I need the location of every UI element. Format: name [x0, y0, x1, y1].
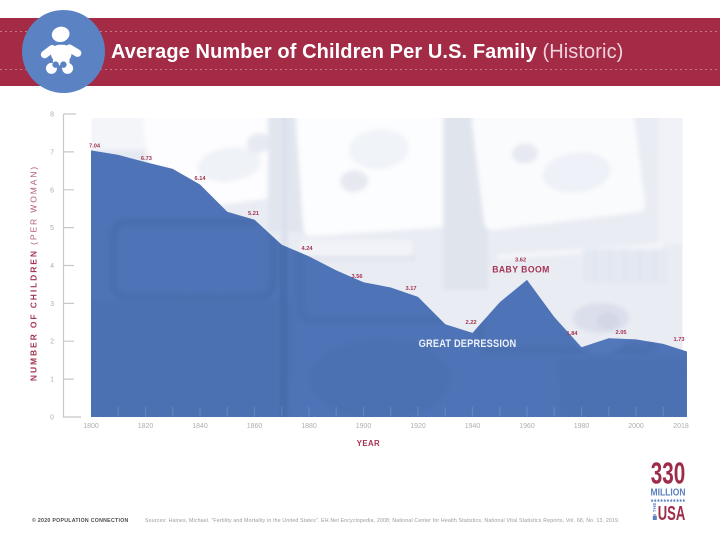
- svg-text:4.24: 4.24: [301, 246, 313, 252]
- svg-text:1840: 1840: [192, 423, 208, 430]
- svg-text:1980: 1980: [574, 423, 590, 430]
- svg-text:IN THE: IN THE: [652, 502, 657, 518]
- svg-text:8: 8: [50, 112, 54, 119]
- svg-text:1: 1: [50, 377, 54, 384]
- svg-text:1820: 1820: [138, 423, 154, 430]
- svg-text:3.56: 3.56: [351, 274, 362, 280]
- svg-text:BABY BOOM: BABY BOOM: [492, 264, 550, 275]
- svg-text:1900: 1900: [356, 423, 372, 430]
- svg-text:2018: 2018: [673, 423, 689, 430]
- svg-text:1.73: 1.73: [673, 337, 684, 343]
- svg-text:USA: USA: [658, 503, 686, 525]
- svg-text:1920: 1920: [410, 423, 426, 430]
- svg-text:5: 5: [50, 225, 54, 232]
- svg-text:GREAT DEPRESSION: GREAT DEPRESSION: [419, 338, 517, 350]
- svg-text:MILLION: MILLION: [651, 488, 686, 499]
- svg-text:1960: 1960: [519, 423, 535, 430]
- svg-text:2.05: 2.05: [615, 330, 626, 336]
- svg-text:★★★★★★★★★★★: ★★★★★★★★★★★: [651, 498, 687, 503]
- svg-text:6.73: 6.73: [141, 156, 152, 162]
- svg-text:7: 7: [50, 149, 54, 156]
- svg-text:3: 3: [50, 301, 54, 308]
- svg-text:3.17: 3.17: [405, 286, 416, 292]
- svg-text:2000: 2000: [628, 423, 644, 430]
- svg-text:1940: 1940: [465, 423, 481, 430]
- svg-text:6.14: 6.14: [194, 176, 206, 182]
- svg-text:2.22: 2.22: [465, 320, 476, 326]
- svg-text:3.62: 3.62: [515, 258, 526, 264]
- svg-text:2: 2: [50, 339, 54, 346]
- svg-text:330: 330: [651, 456, 686, 491]
- svg-text:1860: 1860: [247, 423, 263, 430]
- svg-text:NUMBER OF CHILDREN (PER WOMAN): NUMBER OF CHILDREN (PER WOMAN): [29, 165, 39, 381]
- svg-text:0: 0: [50, 415, 54, 422]
- svg-text:1880: 1880: [301, 423, 317, 430]
- svg-text:7.04: 7.04: [89, 144, 101, 150]
- svg-text:1800: 1800: [83, 423, 99, 430]
- svg-text:1.84: 1.84: [566, 331, 578, 337]
- svg-text:5.21: 5.21: [248, 211, 259, 217]
- svg-text:4: 4: [50, 263, 54, 270]
- svg-text:YEAR: YEAR: [357, 439, 380, 448]
- svg-text:6: 6: [50, 187, 54, 194]
